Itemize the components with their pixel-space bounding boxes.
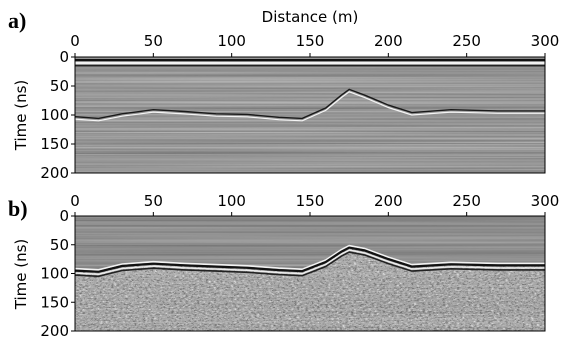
reflector-line — [75, 246, 545, 273]
panel-a-x-tick-label: 50 — [144, 32, 163, 50]
panel-b-y-axis-title: Time (ns) — [12, 239, 30, 311]
panel-a-y-axis-title: Time (ns) — [12, 80, 30, 152]
reflector-line — [75, 91, 545, 122]
panel-a-x-tick-label: 150 — [296, 32, 325, 50]
panel-a-y-tick-label: 150 — [40, 135, 69, 153]
reflector-line — [75, 88, 545, 120]
panel-a-y-tick-label: 50 — [50, 77, 69, 95]
panel-b-x-tick-label: 0 — [70, 192, 80, 210]
panel-b-axes: 0 50 100 150 200 250 300 0 50 100 150 200 — [40, 192, 559, 340]
panel-a: a) Distance (m) Time (ns) 0 50 100 150 200 25… — [8, 8, 559, 182]
reflector-line — [75, 251, 545, 278]
panel-a-y-tick-label: 200 — [40, 164, 69, 182]
panel-b-x-tick-label: 100 — [217, 192, 246, 210]
panel-a-x-axis-title: Distance (m) — [262, 8, 359, 26]
panel-b-radargram — [75, 216, 545, 331]
panel-b-y-tick-label: 100 — [40, 265, 69, 283]
panel-a-y-tick-label: 100 — [40, 106, 69, 124]
panel-b-y-tick-label: 150 — [40, 293, 69, 311]
panel-b-label: b) — [8, 196, 28, 221]
panel-b-x-tick-label: 150 — [296, 192, 325, 210]
panel-b-y-tick-label: 50 — [50, 236, 69, 254]
panel-a-x-tick-label: 200 — [374, 32, 403, 50]
panel-b-y-tick-label: 200 — [40, 322, 69, 340]
panel-a-reflector-trace — [75, 88, 545, 122]
panel-a-x-tick-label: 100 — [217, 32, 246, 50]
panel-b-x-tick-label: 250 — [452, 192, 481, 210]
panel-b-x-tick-label: 300 — [531, 192, 560, 210]
panel-b-x-tick-label: 50 — [144, 192, 163, 210]
reflector-line — [75, 249, 545, 276]
panel-b-y-tick-label: 0 — [59, 207, 69, 225]
panel-b: b) Time (ns) 0 50 100 150 200 250 300 0 50 100 150… — [8, 192, 559, 340]
panel-a-y-tick-label: 0 — [59, 48, 69, 66]
panel-b-reflector-trace — [75, 244, 545, 278]
panel-a-x-tick-label: 300 — [531, 32, 560, 50]
reflector-line — [75, 244, 545, 271]
panel-a-x-tick-label: 0 — [70, 32, 80, 50]
panel-a-axes: 0 50 100 150 200 250 300 0 50 100 150 200 — [40, 32, 559, 182]
panel-a-label: a) — [8, 8, 26, 33]
panel-a-x-tick-label: 250 — [452, 32, 481, 50]
panel-a-radargram — [75, 57, 545, 173]
panel-b-x-tick-label: 200 — [374, 192, 403, 210]
